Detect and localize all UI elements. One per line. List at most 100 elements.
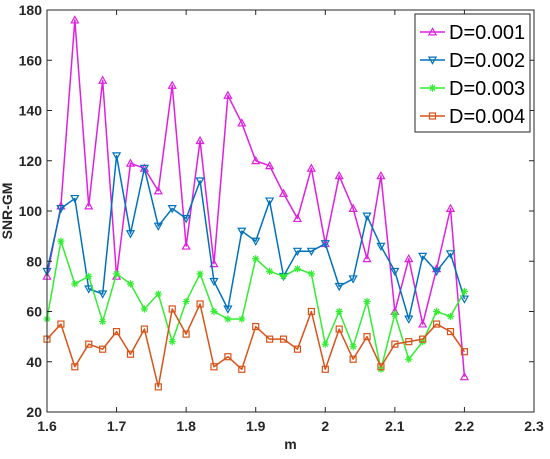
data-point <box>168 338 176 346</box>
x-tick-label: 2 <box>321 418 329 434</box>
legend-item: D=0.004 <box>420 106 525 128</box>
data-point <box>57 237 65 245</box>
y-tick-label: 140 <box>19 103 43 119</box>
data-point <box>418 319 428 328</box>
data-point <box>293 265 302 273</box>
y-tick-label: 120 <box>19 153 43 169</box>
data-point <box>224 353 232 361</box>
data-point <box>348 275 358 284</box>
legend-box <box>414 13 531 133</box>
series-2 <box>42 152 470 324</box>
x-tick-label: 1.7 <box>107 418 127 434</box>
data-point <box>56 205 66 214</box>
data-point <box>112 270 121 278</box>
data-point <box>99 317 107 326</box>
data-point <box>84 201 94 210</box>
data-point <box>167 80 177 89</box>
legend-label: D=0.003 <box>449 78 525 100</box>
y-tick-label: 100 <box>19 203 43 219</box>
legend: D=0.001 D=0.002 D=0.003 D=0.004 <box>414 13 531 133</box>
data-point <box>57 320 65 328</box>
y-tick-label: 20 <box>26 404 42 420</box>
data-point <box>112 328 121 336</box>
data-point <box>335 325 343 333</box>
data-point <box>279 272 288 280</box>
data-point <box>265 160 275 170</box>
legend-marker <box>427 27 438 36</box>
data-point <box>362 212 372 221</box>
data-point <box>210 363 218 371</box>
data-point <box>433 320 441 328</box>
data-point <box>70 15 80 24</box>
data-point <box>265 197 275 206</box>
legend-marker <box>427 56 438 65</box>
data-point <box>266 335 274 343</box>
data-point <box>196 270 204 278</box>
data-point <box>445 203 456 212</box>
data-point <box>405 355 413 363</box>
data-point <box>391 310 399 318</box>
series-line <box>46 303 466 388</box>
x-tick-label: 1.6 <box>37 418 57 434</box>
legend-item: D=0.001 <box>420 22 525 44</box>
data-point <box>251 155 261 165</box>
data-point <box>224 315 232 323</box>
data-point <box>418 252 428 262</box>
data-point <box>70 194 80 204</box>
data-point <box>446 312 455 321</box>
data-point <box>279 335 288 343</box>
data-point <box>404 253 414 263</box>
data-point <box>238 315 246 323</box>
data-point <box>237 227 247 236</box>
data-point <box>320 240 330 249</box>
data-point <box>98 75 108 84</box>
legend-label: D=0.004 <box>449 106 525 128</box>
data-point <box>321 365 329 373</box>
data-point <box>252 255 260 263</box>
data-point <box>376 242 386 252</box>
y-tick-label: 180 <box>19 2 43 18</box>
data-point <box>84 285 94 294</box>
data-point <box>238 365 246 373</box>
data-point <box>167 205 177 214</box>
data-point <box>99 345 107 353</box>
data-point <box>266 267 274 275</box>
data-point <box>391 340 399 348</box>
data-point <box>278 188 289 197</box>
data-point <box>196 300 204 308</box>
data-point <box>209 277 219 287</box>
y-tick-label: 60 <box>26 304 42 320</box>
legend-item: D=0.003 <box>420 78 525 100</box>
data-point <box>223 305 233 314</box>
data-point <box>460 287 469 295</box>
x-axis-label: m <box>284 436 296 452</box>
data-point <box>307 307 315 316</box>
x-tick-label: 1.9 <box>246 418 266 434</box>
data-point <box>306 247 316 257</box>
y-tick-label: 160 <box>19 52 43 68</box>
data-point <box>85 340 93 348</box>
data-point <box>71 280 79 288</box>
x-tick-label: 2.2 <box>455 418 475 434</box>
data-point <box>223 90 233 99</box>
data-point <box>153 186 163 195</box>
data-point <box>363 333 371 341</box>
series-line <box>46 154 466 320</box>
data-point <box>377 363 385 371</box>
data-point <box>307 270 315 278</box>
data-point <box>363 297 371 306</box>
data-point <box>237 118 247 127</box>
data-point <box>154 290 162 298</box>
tick-layer: 1.6 1.7 1.8 1.9 2 2.1 2.2 2.3 20 40 60 80 100 120 140 1… <box>19 2 544 434</box>
data-point <box>362 253 372 263</box>
series-layer <box>42 15 470 391</box>
data-point <box>445 250 456 259</box>
data-point <box>126 350 135 358</box>
data-point <box>195 177 205 186</box>
data-point <box>140 325 148 333</box>
data-point <box>334 170 344 180</box>
legend-label: D=0.001 <box>449 22 525 44</box>
legend-label: D=0.002 <box>449 50 525 72</box>
data-point <box>251 237 261 246</box>
